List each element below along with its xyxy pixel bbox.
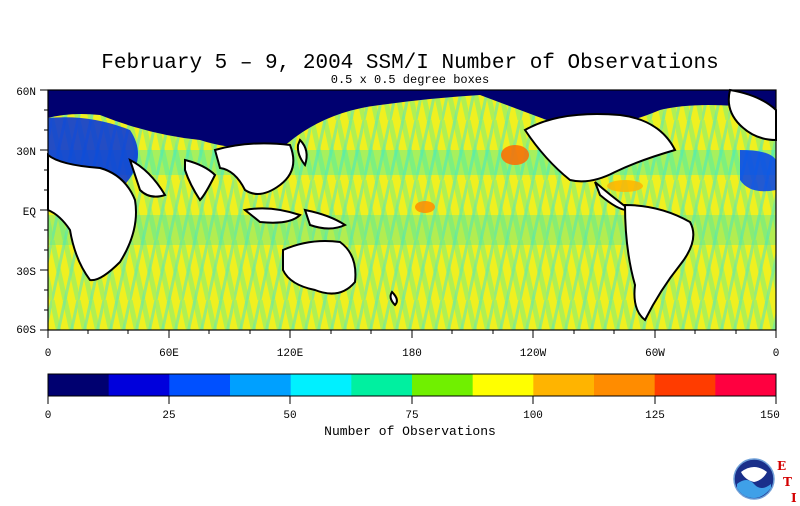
colorbar — [48, 374, 777, 396]
colorbar-tick-label: 75 — [405, 410, 418, 422]
coastlines — [47, 88, 777, 322]
colorbar-segment — [230, 374, 292, 396]
colorbar-segment — [533, 374, 595, 396]
lat-label: 30N — [16, 147, 36, 159]
map-subtitle: 0.5 x 0.5 degree boxes — [330, 73, 490, 87]
high-count-patch — [501, 145, 529, 165]
colorbar-segment — [108, 374, 170, 396]
colorbar-tick-label: 100 — [523, 410, 543, 422]
colorbar-tick-label: 25 — [162, 410, 175, 422]
colorbar-segment — [715, 374, 777, 396]
lat-label: 30S — [16, 267, 36, 279]
colorbar-segment — [351, 374, 413, 396]
colorbar-segment — [472, 374, 534, 396]
colorbar-segment — [654, 374, 716, 396]
colorbar-tick-label: 125 — [645, 410, 665, 422]
low-region — [740, 150, 776, 192]
colorbar-segment — [412, 374, 474, 396]
noaa-logo-icon — [733, 458, 775, 500]
colorbar-segment — [594, 374, 656, 396]
map-panel — [47, 88, 777, 330]
logo-letter: E — [777, 459, 787, 473]
polar-low-region — [48, 90, 776, 150]
colorbar-tick-label: 150 — [760, 410, 780, 422]
lon-label: 60W — [645, 348, 665, 360]
colorbar-segment — [48, 374, 110, 396]
lat-labels: 60N 30N EQ 30S 60S — [16, 87, 36, 337]
colorbar-segment — [290, 374, 352, 396]
lat-ticks — [40, 89, 48, 331]
colorbar-ticks: 0 25 50 75 100 125 150 — [45, 410, 780, 422]
high-count-patch — [607, 180, 643, 192]
colorbar-label: Number of Observations — [324, 424, 496, 439]
colorbar-tick-marks — [47, 396, 777, 404]
lat-label: 60N — [16, 87, 36, 99]
subtropic-band — [48, 150, 776, 175]
logo-letter: I — [791, 491, 797, 505]
lon-labels: 0 60E 120E 180 120W 60W 0 — [45, 348, 780, 360]
lon-ticks — [47, 330, 777, 338]
lat-label: 60S — [16, 325, 36, 337]
high-count-patch — [415, 201, 435, 213]
lon-label: 120E — [277, 348, 304, 360]
eti-letters: E T I — [775, 458, 797, 506]
lon-label: 0 — [773, 348, 780, 360]
map-title: February 5 – 9, 2004 SSM/I Number of Obs… — [101, 52, 719, 75]
lon-label: 0 — [45, 348, 52, 360]
lon-label: 180 — [402, 348, 422, 360]
colorbar-segment — [169, 374, 231, 396]
colorbar-tick-label: 50 — [283, 410, 296, 422]
logo-letter: T — [783, 475, 792, 489]
colorbar-tick-label: 0 — [45, 410, 52, 422]
lon-label: 120W — [520, 348, 547, 360]
lon-label: 60E — [159, 348, 179, 360]
lat-label: EQ — [23, 207, 37, 219]
